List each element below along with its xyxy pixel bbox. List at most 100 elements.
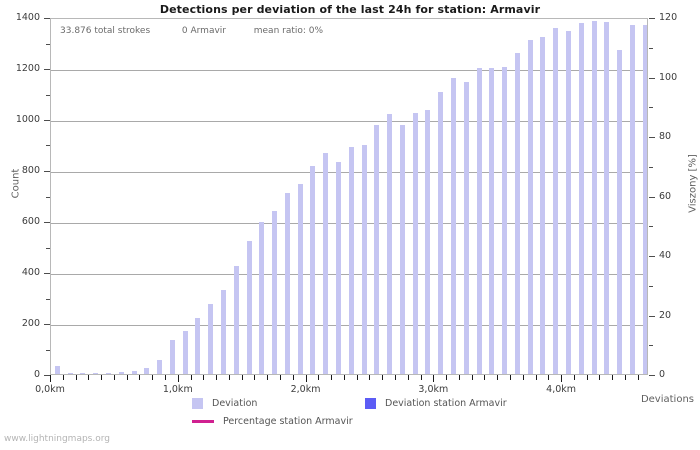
chart-legend: Deviation Deviation station Armavir Percen… [0, 396, 700, 436]
legend-label: Deviation [212, 398, 258, 409]
y-axis-left-title: Count [10, 168, 22, 199]
x-axis-tick [587, 375, 588, 380]
y-axis-left-tick-label: 200 [21, 318, 40, 329]
x-axis-tick [599, 375, 600, 380]
y-axis-left-tick [44, 171, 50, 172]
x-axis-tick [152, 375, 153, 380]
y-axis-left-tick [44, 69, 50, 70]
y-axis-right-tick-label: 60 [659, 190, 672, 202]
legend-item[interactable]: Deviation [192, 398, 257, 409]
y-axis-left-tick [44, 18, 50, 19]
x-axis-tick [472, 375, 473, 380]
x-axis-tick [408, 375, 409, 380]
gridline [51, 121, 647, 122]
x-axis-major-tick [306, 375, 307, 382]
x-axis-tick [421, 375, 422, 380]
gridline [51, 70, 647, 71]
bar [566, 31, 571, 374]
y-axis-left-tick-label: 600 [21, 216, 40, 227]
x-axis-tick-label: 1,0km [162, 384, 193, 395]
y-axis-left-minor-tick [46, 197, 50, 198]
x-axis-tick [612, 375, 613, 380]
bar [540, 37, 546, 374]
y-axis-left-tick [44, 375, 50, 376]
y-axis-right-tick-label: 20 [659, 309, 672, 321]
x-axis-tick [395, 375, 396, 380]
x-axis-tick-label: 4,0km [546, 384, 577, 395]
x-axis-tick [548, 375, 549, 380]
x-axis-major-tick [561, 375, 562, 382]
legend-color-swatch [365, 398, 376, 409]
bar [259, 222, 265, 374]
bar [361, 144, 367, 374]
y-axis-right-minor-tick [649, 286, 653, 287]
legend-item[interactable]: Deviation station Armavir [365, 398, 507, 409]
bar [476, 68, 482, 374]
x-axis-tick [267, 375, 268, 380]
x-axis-title: Deviations [640, 394, 694, 405]
x-axis-tick [574, 375, 575, 380]
bar [553, 28, 559, 374]
y-axis-left-tick [44, 120, 50, 121]
bar [336, 162, 341, 374]
x-axis-tick [76, 375, 77, 380]
bar [438, 92, 444, 374]
x-axis-tick [446, 375, 447, 380]
y-axis-right-tick [649, 78, 655, 79]
x-axis-tick [536, 375, 537, 380]
y-axis-left-minor-tick [46, 248, 50, 249]
y-axis-left-minor-tick [46, 95, 50, 96]
legend-item[interactable]: Percentage station Armavir [192, 416, 353, 427]
total-strokes-label: 33.876 total strokes [60, 26, 151, 36]
bar [233, 265, 239, 374]
bar [412, 112, 418, 374]
bar [323, 153, 329, 374]
bar [617, 50, 623, 374]
y-axis-right-tick [649, 256, 655, 257]
bar [451, 78, 456, 374]
x-axis-tick [625, 375, 626, 380]
legend-line-swatch [192, 420, 214, 423]
x-axis-tick [280, 375, 281, 380]
chart-annotation: 33.876 total strokes 0 Armavir mean rati… [60, 26, 323, 36]
y-axis-right-tick [649, 18, 655, 19]
x-axis-tick [165, 375, 166, 380]
x-axis-tick [229, 375, 230, 380]
x-axis-tick [254, 375, 255, 380]
bar [578, 23, 584, 374]
legend-color-swatch [192, 398, 203, 409]
y-axis-right-tick-label: 40 [659, 250, 672, 261]
x-axis-tick [88, 375, 89, 380]
x-axis-major-tick [433, 375, 434, 382]
bar [284, 192, 290, 374]
y-axis-left-minor-tick [46, 299, 50, 300]
mean-ratio-label: mean ratio: 0% [253, 26, 324, 36]
x-axis-tick [484, 375, 485, 380]
x-axis-tick-label: 0,0km [35, 384, 65, 395]
x-axis-tick [638, 375, 639, 380]
bar [374, 125, 380, 374]
bar [144, 367, 150, 374]
bar [195, 317, 201, 374]
x-axis-tick [459, 375, 460, 380]
bar [348, 147, 354, 374]
bar [629, 24, 635, 374]
bar [182, 330, 188, 374]
bar [208, 303, 214, 374]
bar [221, 289, 226, 374]
y-axis-right-title: Viszony [%] [687, 154, 699, 213]
y-axis-right-minor-tick [649, 167, 653, 168]
x-axis-tick [382, 375, 383, 380]
bar [157, 359, 163, 374]
x-axis-tick [191, 375, 192, 380]
y-axis-left-tick-label: 800 [21, 165, 40, 176]
bar [67, 373, 73, 374]
bar [93, 373, 99, 374]
y-axis-right-tick-label: 80 [659, 131, 672, 142]
y-axis-left-minor-tick [46, 145, 50, 146]
y-axis-left-minor-tick [46, 44, 50, 45]
bar [272, 210, 278, 374]
x-axis-major-tick [50, 375, 51, 382]
y-axis-right-tick [649, 316, 655, 317]
x-axis-tick [63, 375, 64, 380]
